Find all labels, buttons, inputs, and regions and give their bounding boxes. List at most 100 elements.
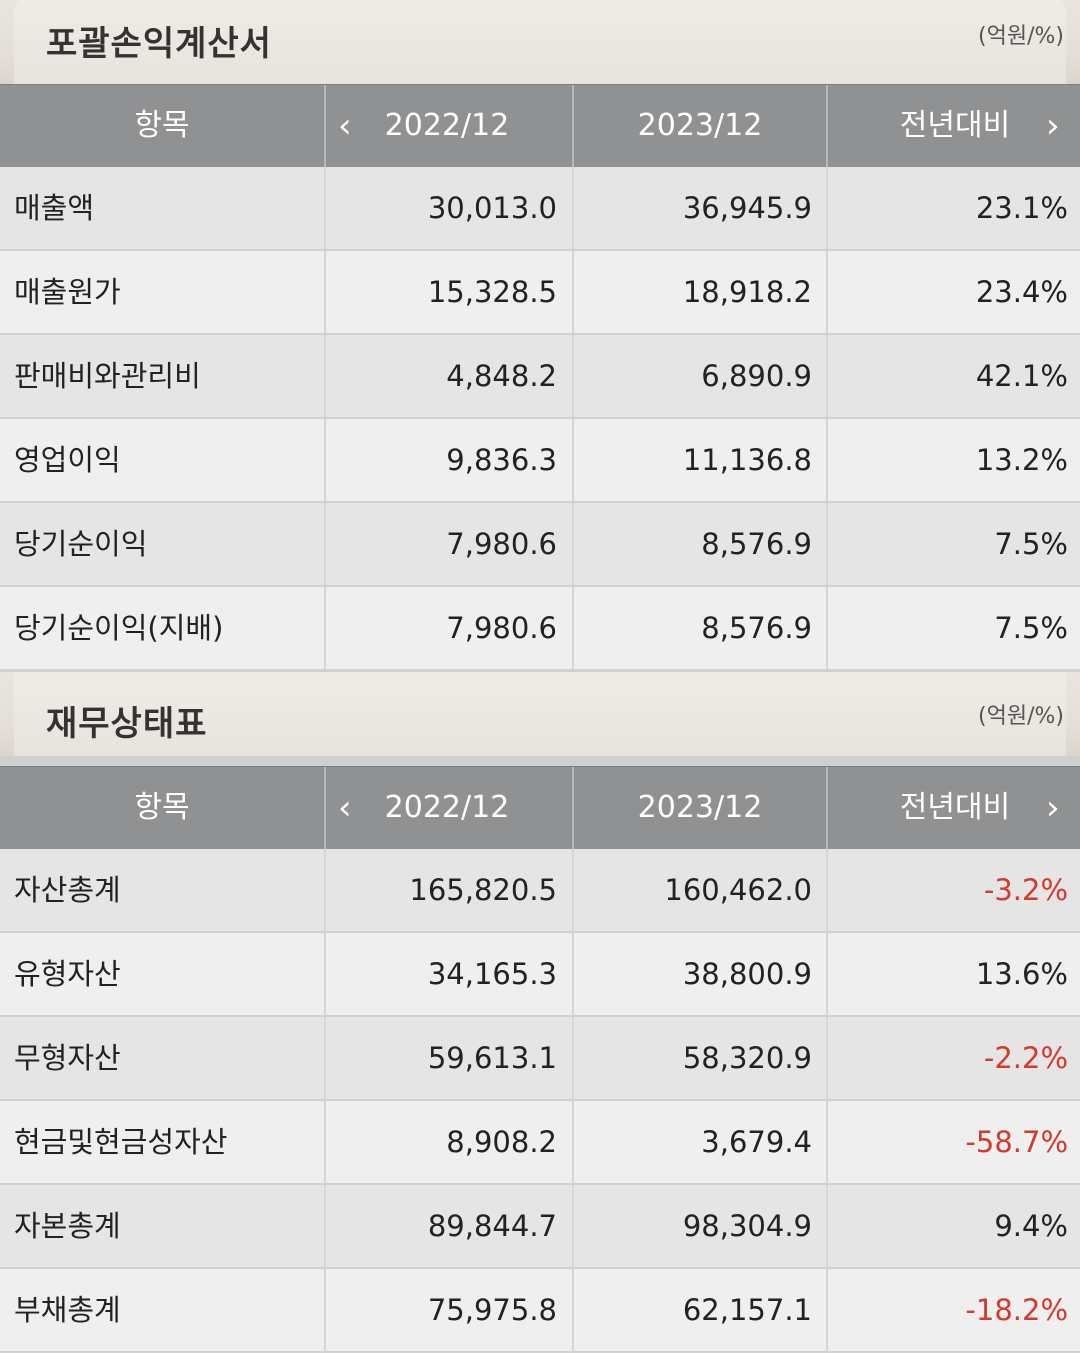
balance-unit-label: (억원/%) <box>978 704 1064 729</box>
next-period-icon[interactable]: › <box>1046 106 1060 146</box>
table-row[interactable]: 현금및현금성자산 8,908.2 3,679.4 -58.7% <box>0 1101 1080 1185</box>
header-item: 항목 <box>134 790 190 825</box>
yoy-change: 7.5% <box>994 611 1068 645</box>
column-divider <box>324 1269 326 1351</box>
column-divider <box>324 167 326 249</box>
column-divider <box>826 1017 828 1099</box>
column-divider <box>572 933 574 1015</box>
header-item: 항목 <box>134 108 190 143</box>
income-section-title: 포괄손익계산서 <box>46 24 272 64</box>
header-period-2022: 2022/12 <box>384 108 510 143</box>
row-label: 자본총계 <box>14 1209 121 1243</box>
value-2023: 11,136.8 <box>682 443 812 477</box>
yoy-change: -2.2% <box>983 1041 1068 1075</box>
value-2022: 89,844.7 <box>427 1209 557 1243</box>
column-divider <box>826 849 828 931</box>
value-2022: 7,980.6 <box>446 611 557 645</box>
column-divider <box>572 335 574 417</box>
column-divider <box>826 419 828 501</box>
balance-section-header: 재무상태표 (억원/%) <box>0 672 1080 756</box>
yoy-change: -3.2% <box>983 873 1068 907</box>
column-divider <box>826 85 828 167</box>
prev-period-icon[interactable]: ‹ <box>338 788 352 828</box>
column-divider <box>826 767 828 849</box>
column-divider <box>826 933 828 1015</box>
value-2022: 34,165.3 <box>427 957 557 991</box>
income-table-header: 항목 ‹ 2022/12 2023/12 전년대비 › <box>0 84 1080 169</box>
table-row[interactable]: 자본총계 89,844.7 98,304.9 9.4% <box>0 1185 1080 1269</box>
value-2023: 6,890.9 <box>701 359 812 393</box>
yoy-change: -58.7% <box>965 1125 1068 1159</box>
column-divider <box>324 85 326 167</box>
yoy-change: 13.2% <box>975 443 1068 477</box>
balance-section-title: 재무상태표 <box>46 704 208 744</box>
value-2022: 165,820.5 <box>409 873 557 907</box>
column-divider <box>324 251 326 333</box>
column-divider <box>324 419 326 501</box>
value-2022: 75,975.8 <box>427 1293 557 1327</box>
column-divider <box>324 335 326 417</box>
table-row[interactable]: 부채총계 75,975.8 62,157.1 -18.2% <box>0 1269 1080 1353</box>
column-divider <box>572 1101 574 1183</box>
column-divider <box>572 849 574 931</box>
column-divider <box>324 1185 326 1267</box>
value-2023: 8,576.9 <box>701 611 812 645</box>
next-period-icon[interactable]: › <box>1046 788 1060 828</box>
header-change: 전년대비 <box>899 790 1011 825</box>
column-divider <box>826 1185 828 1267</box>
table-row[interactable]: 무형자산 59,613.1 58,320.9 -2.2% <box>0 1017 1080 1101</box>
value-2023: 3,679.4 <box>701 1125 812 1159</box>
row-label: 영업이익 <box>14 443 121 477</box>
row-label: 판매비와관리비 <box>14 359 201 393</box>
yoy-change: 9.4% <box>994 1209 1068 1243</box>
value-2022: 59,613.1 <box>427 1041 557 1075</box>
yoy-change: -18.2% <box>965 1293 1068 1327</box>
column-divider <box>826 1269 828 1351</box>
row-label: 당기순이익 <box>14 527 148 561</box>
value-2023: 58,320.9 <box>682 1041 812 1075</box>
prev-period-icon[interactable]: ‹ <box>338 106 352 146</box>
income-header-card <box>14 0 1066 84</box>
header-period-2022: 2022/12 <box>384 790 510 825</box>
table-row[interactable]: 판매비와관리비 4,848.2 6,890.9 42.1% <box>0 335 1080 419</box>
row-label: 부채총계 <box>14 1293 121 1327</box>
column-divider <box>572 419 574 501</box>
column-divider <box>826 167 828 249</box>
value-2022: 9,836.3 <box>446 443 557 477</box>
header-period-2023: 2023/12 <box>637 108 763 143</box>
value-2022: 7,980.6 <box>446 527 557 561</box>
column-divider <box>826 503 828 585</box>
table-row[interactable]: 유형자산 34,165.3 38,800.9 13.6% <box>0 933 1080 1017</box>
column-divider <box>826 1101 828 1183</box>
balance-table-header: 항목 ‹ 2022/12 2023/12 전년대비 › <box>0 766 1080 851</box>
row-label: 자산총계 <box>14 873 121 907</box>
table-row[interactable]: 당기순이익(지배) 7,980.6 8,576.9 7.5% <box>0 587 1080 671</box>
table-row[interactable]: 영업이익 9,836.3 11,136.8 13.2% <box>0 419 1080 503</box>
column-divider <box>324 1101 326 1183</box>
yoy-change: 7.5% <box>994 527 1068 561</box>
column-divider <box>572 767 574 849</box>
column-divider <box>572 587 574 669</box>
table-row[interactable]: 당기순이익 7,980.6 8,576.9 7.5% <box>0 503 1080 587</box>
row-label: 유형자산 <box>14 957 121 991</box>
yoy-change: 42.1% <box>975 359 1068 393</box>
row-label: 매출원가 <box>14 275 121 309</box>
column-divider <box>826 251 828 333</box>
table-row[interactable]: 매출액 30,013.0 36,945.9 23.1% <box>0 167 1080 251</box>
column-divider <box>324 587 326 669</box>
value-2022: 30,013.0 <box>427 191 557 225</box>
value-2023: 36,945.9 <box>682 191 812 225</box>
column-divider <box>324 1017 326 1099</box>
table-row[interactable]: 매출원가 15,328.5 18,918.2 23.4% <box>0 251 1080 335</box>
header-period-2023: 2023/12 <box>637 790 763 825</box>
value-2022: 8,908.2 <box>446 1125 557 1159</box>
table-row[interactable]: 자산총계 165,820.5 160,462.0 -3.2% <box>0 849 1080 933</box>
column-divider <box>572 167 574 249</box>
income-unit-label: (억원/%) <box>978 24 1064 49</box>
column-divider <box>826 335 828 417</box>
yoy-change: 23.1% <box>975 191 1068 225</box>
column-divider <box>572 251 574 333</box>
column-divider <box>324 503 326 585</box>
column-divider <box>324 933 326 1015</box>
row-label: 매출액 <box>14 191 95 225</box>
